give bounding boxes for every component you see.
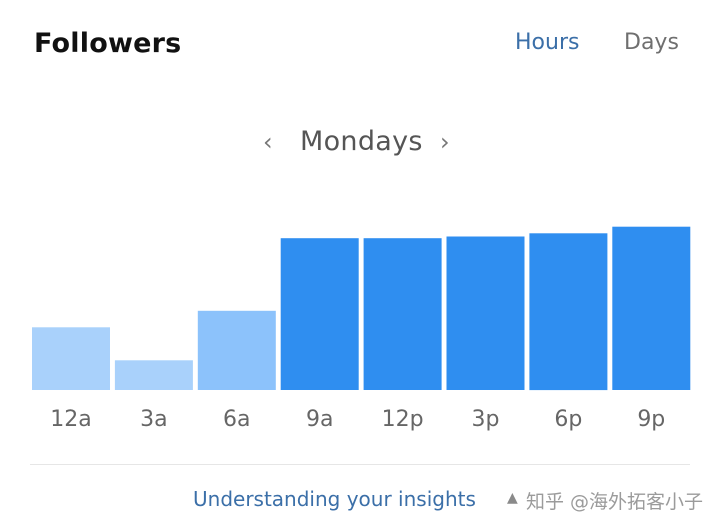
bar-6a xyxy=(197,310,276,390)
chevron-right-icon[interactable]: › xyxy=(440,128,450,156)
bar-3p xyxy=(446,236,525,390)
tick-label-9a: 9a xyxy=(306,407,333,432)
bar-6p xyxy=(529,233,608,391)
tick-label-12p: 12p xyxy=(382,407,424,432)
chevron-left-icon[interactable]: ‹ xyxy=(263,128,273,156)
hours-toggle[interactable]: Hours xyxy=(515,30,580,55)
tick-label-6p: 6p xyxy=(554,407,582,432)
tick-label-3p: 3p xyxy=(472,407,500,432)
understanding-insights-link[interactable]: Understanding your insights xyxy=(193,487,476,511)
watermark: 知乎 @海外拓客小子 xyxy=(526,491,704,513)
chevron-up-icon: ▲ xyxy=(507,490,518,506)
bar-12p xyxy=(363,238,442,390)
day-navigator: ‹ Mondays › xyxy=(0,126,720,162)
tick-label-9p: 9p xyxy=(637,407,665,432)
bar-12a xyxy=(32,327,110,390)
bar-3a xyxy=(114,360,193,390)
tick-label-3a: 3a xyxy=(140,407,167,432)
followers-bar-chart: 12a 3a 6a 9a 12p 3p 6p 9p xyxy=(32,226,691,432)
tick-label-6a: 6a xyxy=(223,407,250,432)
selected-day: Mondays xyxy=(300,126,423,157)
tick-label-12a: 12a xyxy=(50,407,91,432)
card-title: Followers xyxy=(34,28,182,59)
bar-9p xyxy=(612,226,691,390)
bar-9a xyxy=(280,238,359,390)
divider xyxy=(30,464,690,465)
days-toggle[interactable]: Days xyxy=(624,30,679,55)
